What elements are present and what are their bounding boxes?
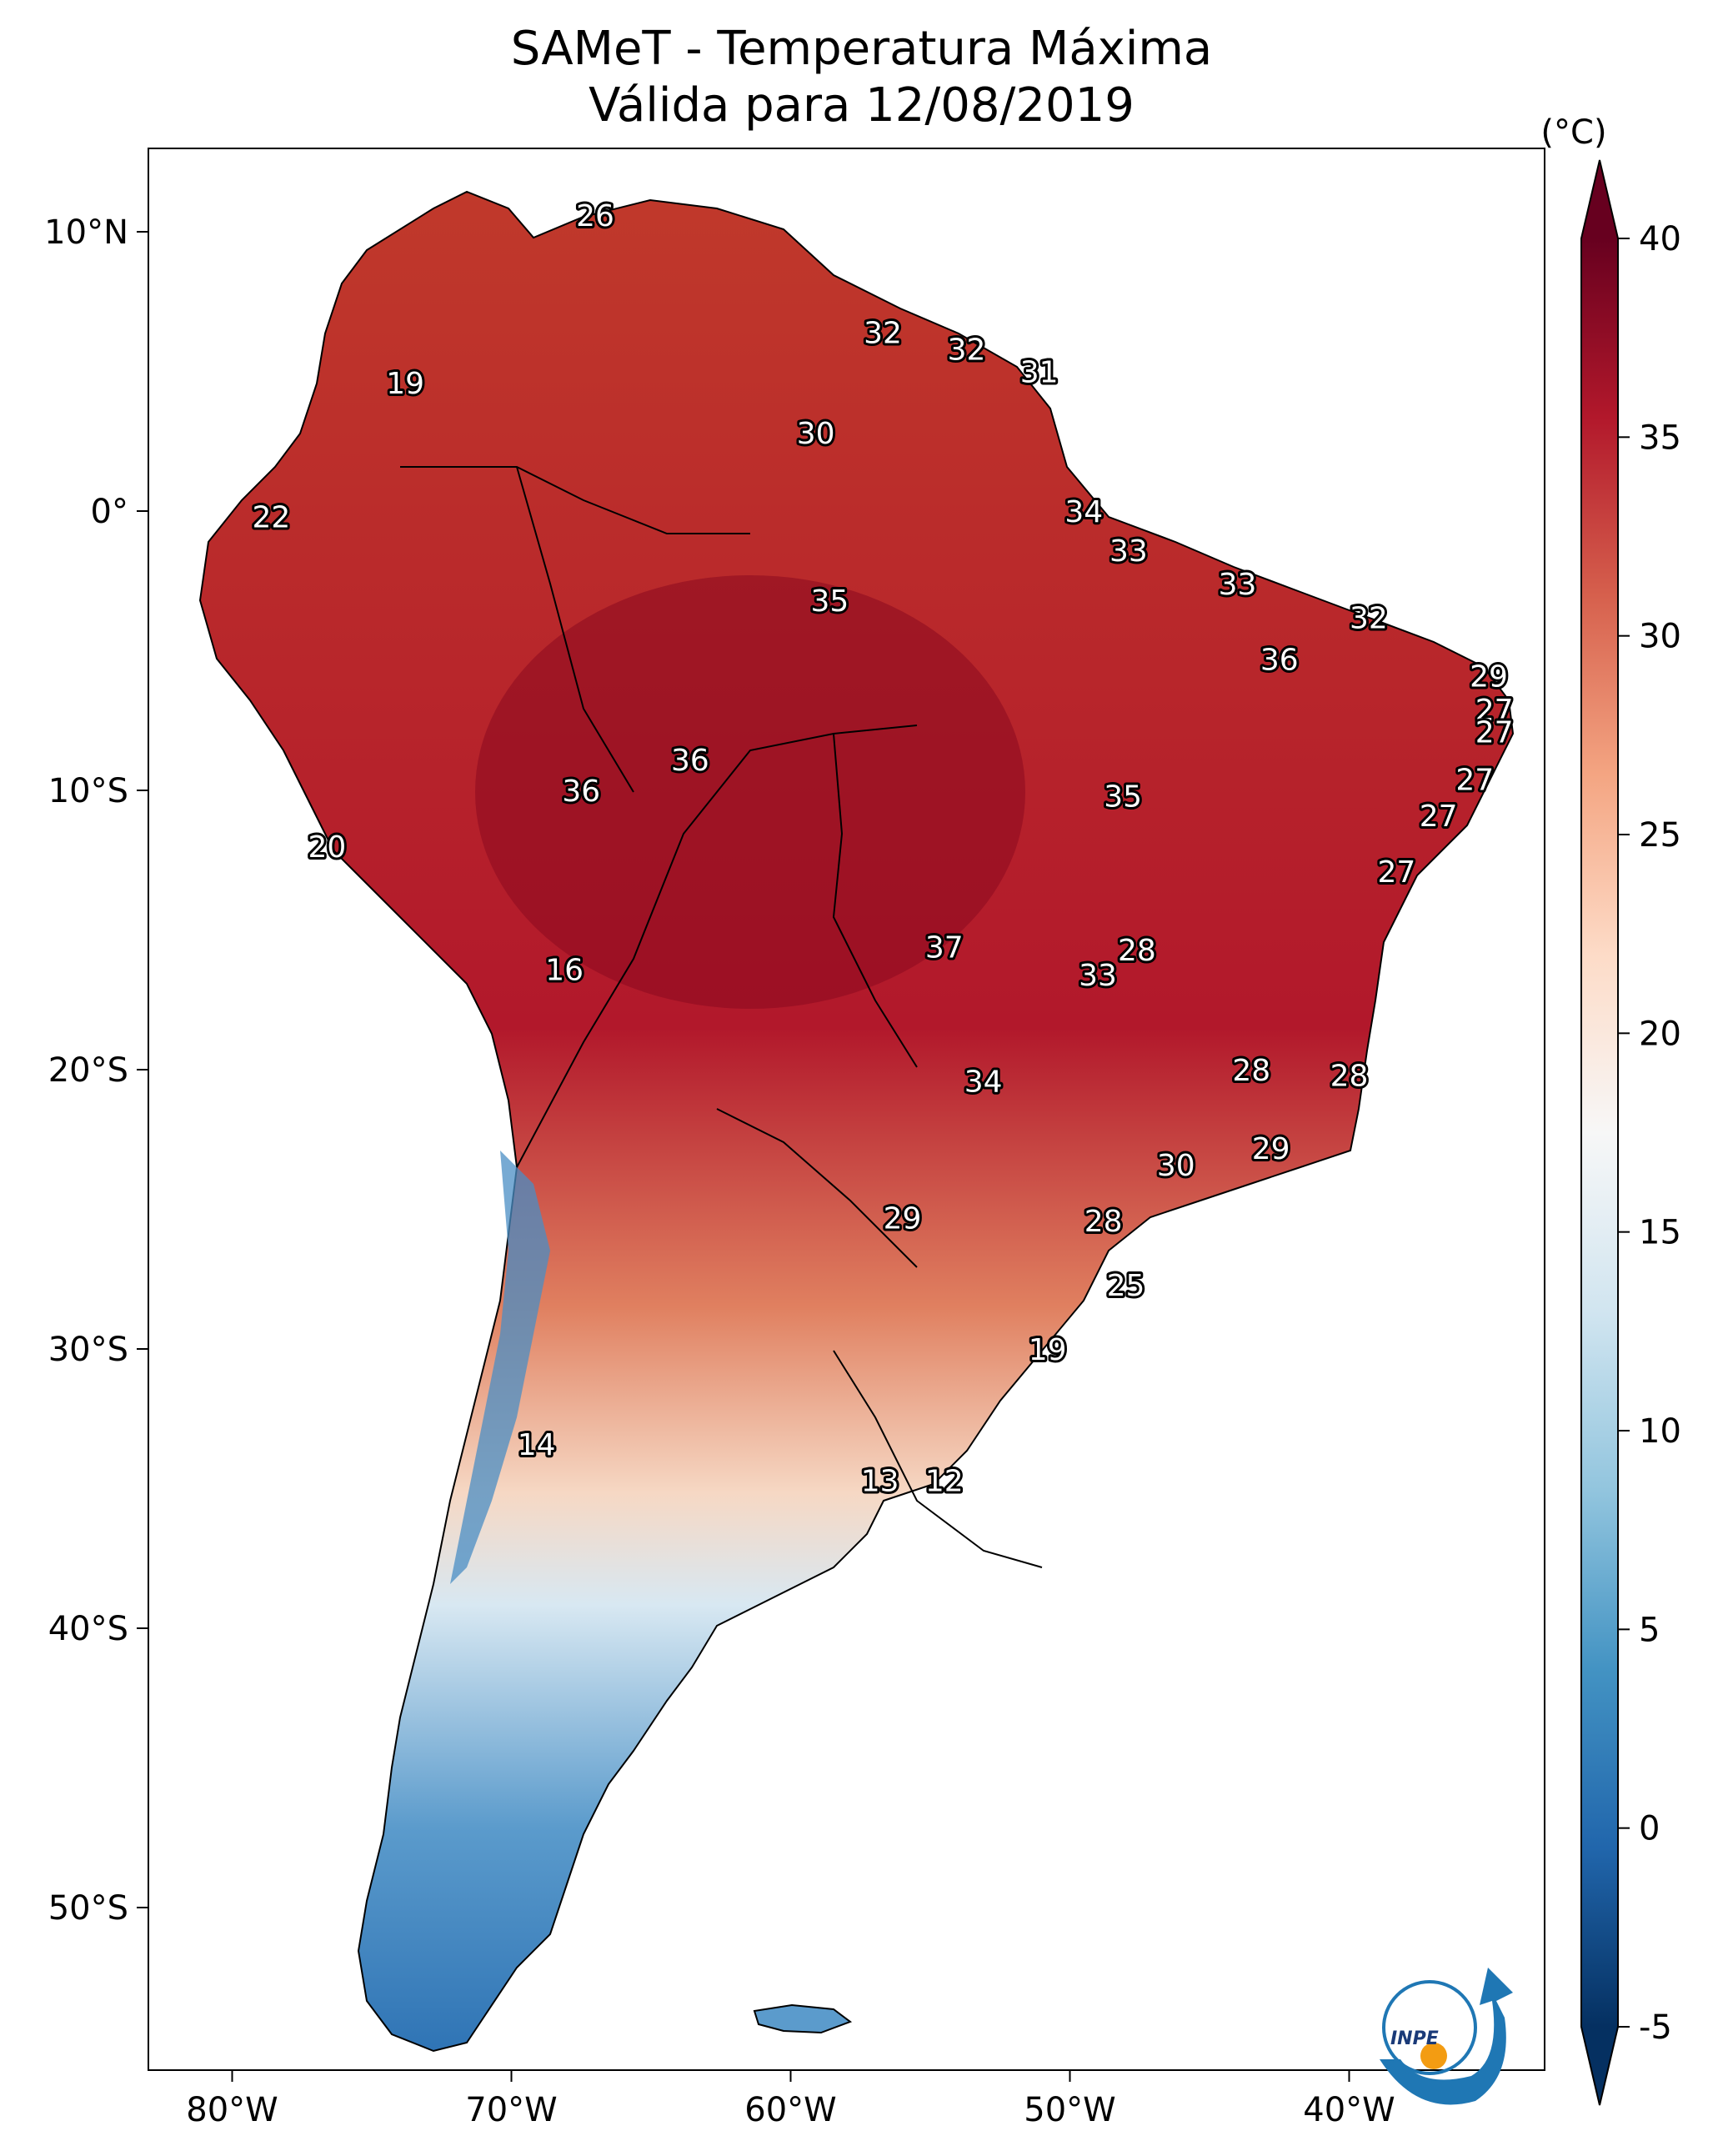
colorbar [1580, 159, 1619, 2106]
title-line-1: SAMeT - Temperatura Máxima [510, 22, 1213, 76]
temperature-label: 14 [518, 1428, 556, 1462]
temperature-label: 36 [671, 744, 709, 778]
colorbar-tick-label: 20 [1639, 1015, 1681, 1053]
temperature-label: 34 [964, 1065, 1003, 1099]
lat-tick-label: 30°S [48, 1331, 128, 1369]
temperature-label: 27 [1420, 800, 1458, 834]
colorbar-tick-label: 15 [1639, 1214, 1681, 1252]
lat-tick-label: 40°S [48, 1610, 128, 1648]
temperature-label: 36 [562, 775, 600, 809]
temperature-label: 27 [1475, 694, 1514, 728]
country-borders [400, 466, 1043, 1568]
lon-tick-label: 80°W [186, 2091, 278, 2129]
map-frame [148, 148, 1545, 2071]
colorbar-tick-label: 35 [1639, 419, 1681, 457]
temperature-label: 20 [308, 830, 346, 865]
temperature-label: 34 [1064, 495, 1103, 529]
colorbar-tick-label: 5 [1639, 1611, 1660, 1649]
title-line-2: Válida para 12/08/2019 [589, 78, 1134, 133]
temperature-label: 33 [1219, 568, 1257, 602]
inpe-logo-text: INPE [1390, 2028, 1439, 2049]
temperature-label: 32 [864, 317, 902, 351]
temperature-label: 12 [925, 1464, 964, 1498]
colorbar-tick-label: 40 [1639, 220, 1681, 258]
temperature-label: 16 [545, 953, 584, 987]
lat-tick-label: 0° [91, 493, 128, 531]
colorbar-tick-label: 10 [1639, 1412, 1681, 1451]
lat-tick-label: 10°N [44, 213, 128, 252]
colorbar-tick-label: 0 [1639, 1810, 1660, 1848]
temperature-label: 25 [1107, 1269, 1145, 1303]
temperature-label: 19 [1029, 1333, 1067, 1367]
temperature-label: 31 [1020, 356, 1059, 390]
temperature-label: 27 [1455, 764, 1494, 798]
andes-cold-band [450, 1151, 550, 1584]
temperature-label: 32 [1350, 601, 1388, 635]
temperature-label: 30 [1157, 1149, 1195, 1183]
temperature-label: 27 [1475, 716, 1514, 750]
temperature-label: 27 [1378, 855, 1416, 890]
colorbar-tick-label: -5 [1639, 2008, 1672, 2047]
temperature-label: 33 [1079, 959, 1117, 993]
lon-tick-label: 40°W [1303, 2091, 1395, 2129]
temperature-label: 19 [386, 367, 424, 401]
temperature-label: 13 [861, 1464, 899, 1498]
temperature-label: 35 [810, 584, 849, 619]
temperature-label: 36 [1260, 644, 1299, 678]
hot-core-region [475, 575, 1025, 1009]
colorbar-tick-label: 30 [1639, 618, 1681, 656]
lon-tick-label: 50°W [1024, 2091, 1115, 2129]
temperature-label: 28 [1232, 1054, 1270, 1088]
temperature-label: 28 [1330, 1060, 1369, 1094]
colorbar-tick-label: 25 [1639, 816, 1681, 855]
falkland-islands [753, 2003, 853, 2034]
lon-tick-label: 70°W [465, 2091, 557, 2129]
temperature-label: 28 [1084, 1205, 1123, 1239]
inpe-logo: INPE [1380, 1968, 1513, 2105]
temperature-label: 35 [1104, 780, 1142, 815]
temperature-label: 32 [948, 333, 986, 368]
lat-tick-label: 10°S [48, 772, 128, 810]
lat-tick-label: 20°S [48, 1051, 128, 1090]
temperature-label: 30 [797, 417, 835, 451]
lat-tick-label: 50°S [48, 1889, 128, 1928]
temperature-label: 29 [1470, 660, 1508, 694]
lon-tick-label: 60°W [744, 2091, 836, 2129]
colorbar-unit: (°C) [1540, 113, 1606, 152]
temperature-label: 26 [576, 199, 614, 233]
temperature-label: 37 [925, 931, 964, 965]
temperature-label: 28 [1118, 934, 1156, 968]
temperature-label: 29 [1252, 1132, 1290, 1166]
temperature-label: 33 [1109, 534, 1148, 569]
continent-south-america [198, 190, 1515, 2053]
temperature-label: 22 [252, 501, 290, 535]
temperature-label: 29 [884, 1202, 922, 1236]
